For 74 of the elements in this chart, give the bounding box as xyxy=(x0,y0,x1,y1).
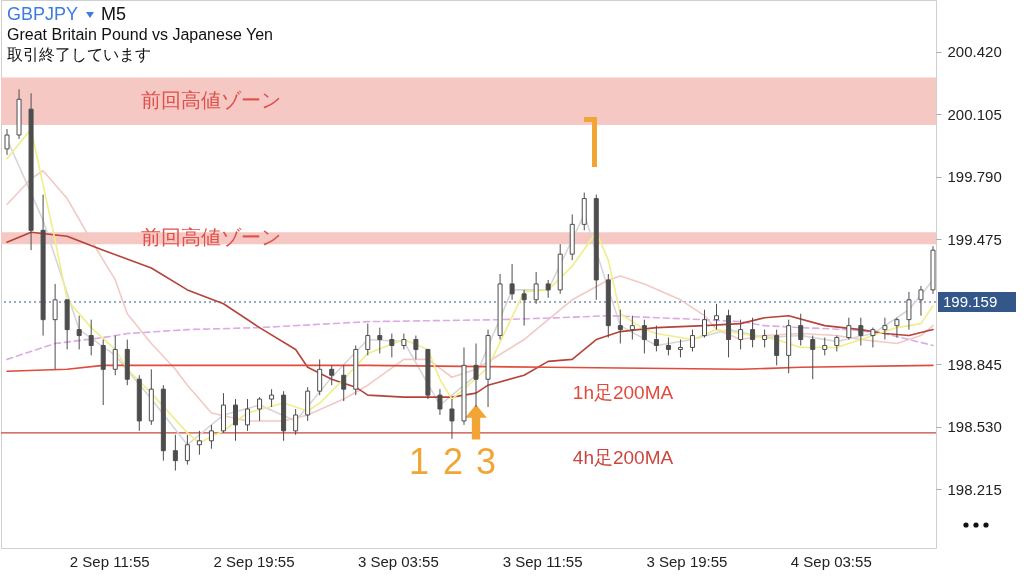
candlestick xyxy=(473,342,479,408)
candlestick xyxy=(172,434,178,472)
x-tick-label: 3 Sep 03:55 xyxy=(357,552,439,570)
ref-line-label: 199.159 xyxy=(943,293,998,310)
x-tick-label: 3 Sep 11:55 xyxy=(502,552,583,570)
candlestick xyxy=(509,263,515,301)
candlestick xyxy=(257,396,263,422)
x-tick-label: 3 Sep 19:55 xyxy=(646,552,728,570)
y-tick-label: 198.530 xyxy=(947,418,1002,436)
candlestick xyxy=(882,317,888,341)
candlestick xyxy=(870,327,876,348)
candlestick xyxy=(413,335,419,360)
candlestick xyxy=(184,434,190,466)
candlestick xyxy=(714,303,720,331)
candlestick xyxy=(365,323,371,356)
candlestick xyxy=(702,309,707,339)
candlestick xyxy=(918,285,924,317)
candlestick xyxy=(245,398,251,432)
series-label: 1h足200MA xyxy=(572,382,674,403)
x-tick-label: 2 Sep 19:55 xyxy=(213,552,295,570)
candlestick xyxy=(629,315,635,341)
y-tick-label: 198.215 xyxy=(947,480,1002,498)
annotation: 取引終了しています xyxy=(7,45,152,65)
candlestick xyxy=(389,333,395,358)
candlestick xyxy=(689,329,695,352)
candlestick xyxy=(449,398,455,440)
candlestick xyxy=(317,358,323,396)
y-tick-label: 198.845 xyxy=(947,355,1002,373)
candlestick xyxy=(894,317,900,339)
candlestick xyxy=(377,327,383,354)
candlestick xyxy=(726,309,732,358)
candlestick xyxy=(401,333,407,350)
candlestick xyxy=(641,319,647,354)
annotation: 3 xyxy=(475,441,497,482)
candlestick xyxy=(846,317,852,341)
candlestick xyxy=(521,289,527,327)
candlestick xyxy=(196,430,202,456)
chart-title: GBPJPY xyxy=(7,4,79,24)
chart-subtitle: M5 xyxy=(101,4,127,24)
candlestick xyxy=(76,315,82,350)
y-tick-label: 200.105 xyxy=(947,105,1002,123)
candlestick xyxy=(208,424,214,450)
y-tick-label: 200.420 xyxy=(947,43,1002,61)
band-label: 前回高値ゾーン xyxy=(141,226,281,249)
candlestick xyxy=(533,271,539,305)
candlestick xyxy=(233,398,238,442)
candlestick xyxy=(738,319,744,350)
candlestick xyxy=(437,388,443,416)
candlestick xyxy=(750,317,756,348)
x-tick-label: 2 Sep 11:55 xyxy=(69,552,150,570)
candlestick xyxy=(329,364,335,386)
candlestick xyxy=(810,335,816,380)
y-tick-label: 199.475 xyxy=(947,230,1002,248)
y-tick-label: 199.790 xyxy=(947,168,1002,186)
candlestick xyxy=(858,317,864,346)
candlestick xyxy=(52,283,58,370)
candlestick xyxy=(112,335,118,376)
annotation: Great Britain Pound vs Japanese Yen xyxy=(7,25,273,45)
candlestick xyxy=(906,291,912,331)
candlestick xyxy=(653,325,659,352)
candlestick xyxy=(293,408,299,436)
annotation: 2 xyxy=(442,441,464,482)
candlestick xyxy=(4,128,10,156)
candlestick xyxy=(617,309,623,344)
annotation: 1 xyxy=(408,441,430,482)
candlestick xyxy=(305,386,311,422)
candlestick xyxy=(88,319,94,356)
band-label: 前回高値ゾーン xyxy=(141,89,281,112)
candlestick xyxy=(774,329,780,366)
candlestick xyxy=(798,313,804,346)
ref-line-label: 4h足200MA xyxy=(572,446,674,468)
candlestick xyxy=(341,364,347,402)
candlestick xyxy=(100,339,106,406)
x-tick-label: 4 Sep 03:55 xyxy=(790,552,872,570)
